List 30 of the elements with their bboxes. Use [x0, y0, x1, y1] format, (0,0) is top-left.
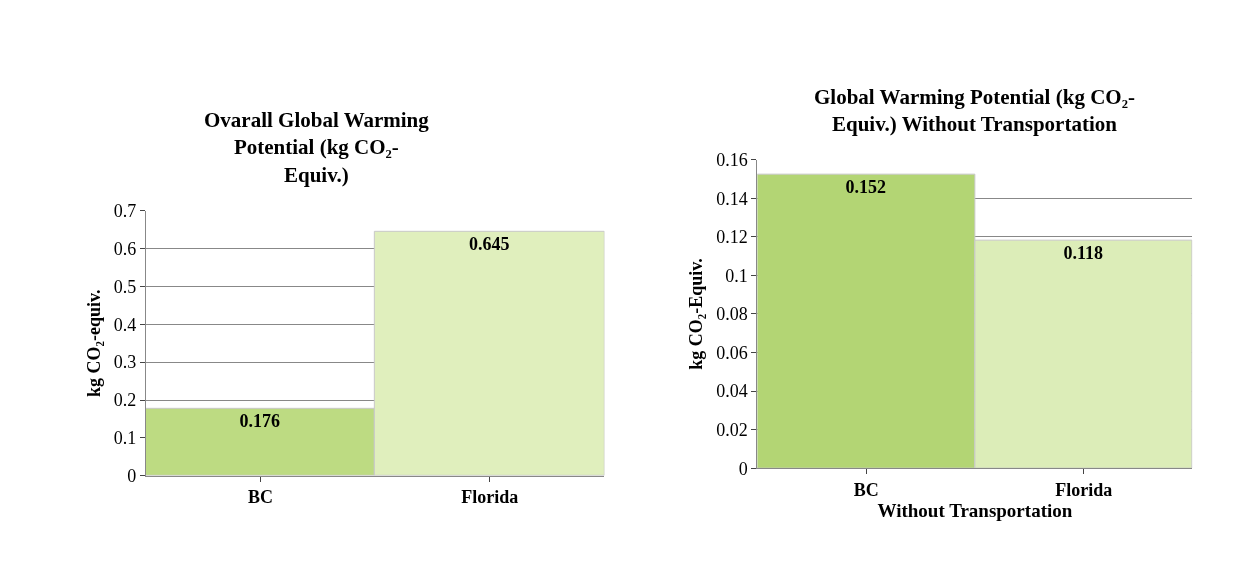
y-axis-title: kg CO₂-equiv.: [83, 289, 104, 397]
y-tick-label: 0.14: [716, 188, 748, 209]
y-tick-label: 0.3: [113, 352, 137, 373]
data-label: 0.176: [239, 411, 281, 432]
x-tick-label: Florida: [1055, 479, 1113, 500]
y-tick-label: 0.4: [113, 314, 137, 335]
data-label: 0.645: [469, 234, 510, 255]
y-tick-label: 0.08: [716, 304, 748, 325]
y-tick-label: 0.5: [113, 276, 137, 297]
y-tick-label: 0.7: [113, 201, 137, 222]
y-axis-title: kg CO₂-Equiv.: [686, 258, 707, 370]
x-tick-label: Florida: [461, 487, 519, 508]
y-tick-label: 0.2: [113, 390, 137, 411]
y-tick-label: 0.02: [716, 419, 748, 440]
data-label: 0.118: [1063, 243, 1104, 264]
x-tick-label: BC: [247, 487, 274, 508]
x-tick-label: BC: [853, 479, 879, 500]
y-tick-label: 0: [127, 466, 137, 487]
y-tick-label: 0.1: [725, 265, 748, 286]
y-tick-label: 0.04: [716, 381, 748, 402]
x-axis-title: Without Transportation: [877, 499, 1073, 521]
chart-title: Global Warming Potential (kg CO₂-Equiv.) Without Transportation: [814, 85, 1135, 137]
y-tick-label: 0.12: [716, 227, 748, 248]
y-tick-label: 0.06: [716, 342, 748, 363]
y-tick-label: 0: [738, 458, 748, 479]
data-label: 0.152: [845, 177, 887, 198]
chart-title: Ovarall Global Warming Potential (kg CO₂-Equiv.): [204, 108, 430, 187]
y-tick-label: 0.16: [716, 149, 748, 170]
y-tick-label: 0.1: [113, 428, 137, 449]
y-tick-label: 0.6: [113, 238, 137, 259]
